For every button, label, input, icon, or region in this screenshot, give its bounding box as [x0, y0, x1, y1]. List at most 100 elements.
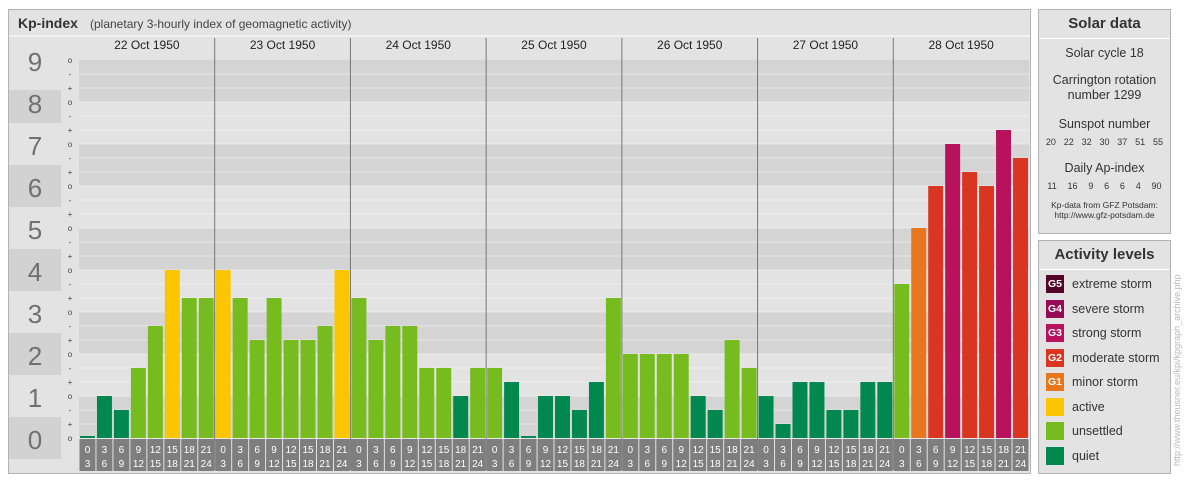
solar-data-title: Solar data [1039, 10, 1170, 39]
kp-bar [979, 186, 995, 438]
legend-label: strong storm [1072, 326, 1142, 340]
kp-chart-panel: Kp-index (planetary 3-hourly index of geo… [8, 9, 1031, 474]
hour-end-label: 18 [574, 459, 586, 470]
y-tick-label: 5 [28, 215, 42, 245]
hour-tick-box [639, 439, 656, 471]
kp-bar [877, 382, 893, 438]
hour-start-label: 18 [727, 445, 739, 456]
hour-start-label: 0 [628, 445, 634, 456]
y-tick-label: 9 [28, 47, 42, 77]
hour-tick-box [249, 439, 266, 471]
hour-end-label: 9 [797, 459, 803, 470]
kp-bar [181, 298, 197, 438]
hour-end-label: 9 [390, 459, 396, 470]
hour-tick-box [232, 439, 249, 471]
day-label: 26 Oct 1950 [657, 38, 723, 52]
ap-index-value: 6 [1104, 181, 1110, 191]
legend-label: minor storm [1072, 375, 1138, 389]
hour-start-label: 3 [237, 445, 243, 456]
legend-swatch: G4 [1046, 299, 1064, 318]
hour-start-label: 0 [492, 445, 498, 456]
hour-end-label: 24 [336, 459, 348, 470]
hour-start-label: 0 [85, 445, 91, 456]
minor-tick-label: - [69, 364, 72, 373]
kp-bar [1013, 157, 1028, 438]
sunspot-value: 37 [1117, 137, 1128, 147]
sunspot-value: 20 [1045, 137, 1056, 147]
hour-tick-box [418, 439, 435, 471]
hour-start-label: 6 [661, 445, 667, 456]
grid-band [79, 228, 1029, 270]
kp-bar [249, 340, 265, 438]
hour-tick-box [130, 439, 147, 471]
ap-index-values: 11 16 9 6 6 4 90 [1039, 181, 1170, 191]
hour-start-label: 21 [744, 445, 756, 456]
hour-end-label: 9 [119, 459, 125, 470]
sunspot-value: 30 [1099, 137, 1110, 147]
hour-end-label: 6 [373, 459, 379, 470]
hour-end-label: 6 [916, 459, 922, 470]
hour-start-label: 3 [509, 445, 515, 456]
hour-tick-box [825, 439, 842, 471]
hour-end-label: 15 [693, 459, 705, 470]
hour-start-label: 0 [899, 445, 905, 456]
hour-end-label: 21 [319, 459, 331, 470]
activity-levels-title: Activity levels [1039, 241, 1170, 270]
kp-bar [215, 270, 231, 438]
hour-start-label: 18 [455, 445, 467, 456]
hour-tick-box [961, 439, 978, 471]
minor-tick-label: o [68, 350, 73, 359]
chart-subtitle: (planetary 3-hourly index of geomagnetic… [90, 17, 351, 31]
hour-start-label: 21 [1015, 445, 1027, 456]
hour-end-label: 12 [676, 459, 688, 470]
legend-swatch: G2 [1046, 348, 1064, 367]
legend-item-g4: G4 severe storm [1046, 299, 1144, 319]
hour-start-label: 12 [964, 445, 976, 456]
legend-swatch [1046, 422, 1064, 440]
hour-end-label: 24 [1015, 459, 1027, 470]
kp-bar [775, 424, 791, 438]
hour-end-label: 21 [184, 459, 196, 470]
legend-item-unsettled: unsettled [1046, 421, 1123, 441]
y-axis-cell [9, 291, 61, 333]
y-tick-label: 3 [28, 299, 42, 329]
kp-bar [571, 409, 587, 438]
legend-label: quiet [1072, 448, 1100, 463]
hour-end-label: 3 [85, 459, 91, 470]
hour-start-label: 9 [407, 445, 413, 456]
hour-end-label: 3 [763, 459, 769, 470]
hour-end-label: 18 [710, 459, 722, 470]
hour-start-label: 12 [421, 445, 433, 456]
kp-bar [283, 340, 299, 438]
hour-end-label: 6 [237, 459, 243, 470]
hour-start-label: 6 [797, 445, 803, 456]
hour-start-label: 21 [336, 445, 348, 456]
hour-end-label: 24 [608, 459, 620, 470]
hour-tick-box [995, 439, 1012, 471]
hour-start-label: 18 [862, 445, 874, 456]
legend-swatch [1046, 397, 1064, 416]
hour-end-label: 24 [744, 459, 756, 470]
kp-bar [470, 367, 486, 438]
legend-swatch [1046, 446, 1064, 465]
hour-end-label: 24 [201, 459, 213, 470]
day-label: 27 Oct 1950 [793, 38, 859, 52]
hour-tick-box [910, 439, 927, 471]
hour-end-label: 12 [947, 459, 959, 470]
hour-start-label: 9 [678, 445, 684, 456]
kp-bar [96, 396, 112, 438]
kp-bar [996, 130, 1012, 438]
ap-index-value: 16 [1067, 181, 1078, 191]
minor-tick-label: + [68, 84, 73, 93]
kp-bar [673, 354, 689, 438]
hour-tick-box [113, 439, 130, 471]
kp-bar [826, 409, 842, 438]
hour-end-label: 12 [133, 459, 145, 470]
hour-start-label: 15 [574, 445, 586, 456]
day-label: 28 Oct 1950 [928, 38, 994, 52]
hour-end-label: 3 [628, 459, 634, 470]
hour-tick-box [792, 439, 808, 471]
hour-start-label: 18 [319, 445, 331, 456]
kp-bar [809, 382, 825, 438]
sunspot-value: 22 [1063, 137, 1074, 147]
